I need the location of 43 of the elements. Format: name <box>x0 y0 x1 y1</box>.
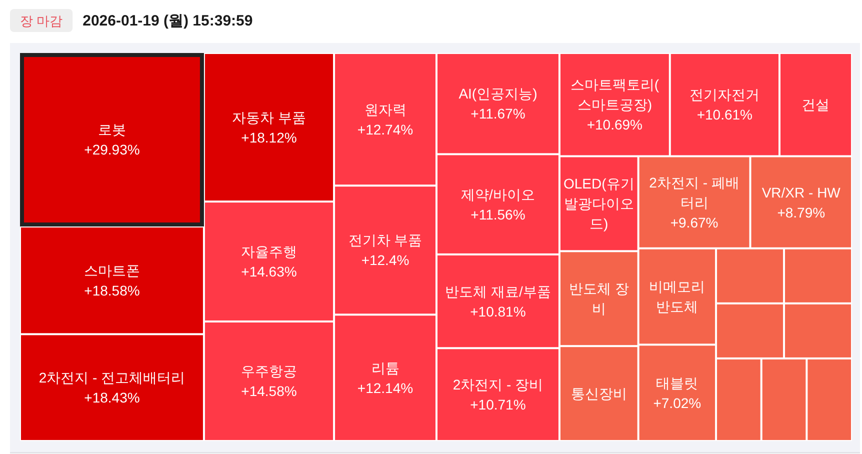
category-label: 자동차 부품 <box>232 109 306 126</box>
category-label: 전기차 부품 <box>348 232 422 248</box>
category-label: 태블릿 <box>656 374 698 391</box>
data-label: +9.67% <box>670 214 718 230</box>
category-label: 반도체 재료/부품 <box>445 283 551 300</box>
category-label: 반도체 장비 <box>568 280 629 317</box>
data-label: +18.43% <box>84 390 140 406</box>
data-label: +12.4% <box>361 252 410 268</box>
category-label: 2차전지 - 장비 <box>452 376 544 393</box>
data-label: +29.93% <box>84 142 140 158</box>
category-label: 전기자전거 <box>690 86 760 103</box>
data-label: +7.02% <box>653 394 702 411</box>
category-label: 리튬 <box>371 360 400 376</box>
data-label: +18.58% <box>84 282 140 298</box>
category-label: 통신장비 <box>570 386 627 402</box>
category-label: AI(인공지능) <box>458 86 538 102</box>
category-label: 자율주행 <box>240 244 297 260</box>
category-label: 2차전지 - 폐배터리 <box>649 174 740 210</box>
data-label: +14.63% <box>241 264 297 280</box>
category-label: 스마트폰 <box>84 262 140 278</box>
data-label: +10.61% <box>696 106 753 123</box>
category-label: 우주항공 <box>240 363 297 380</box>
data-label: +10.69% <box>586 116 643 133</box>
category-label: 비메모리 반도체 <box>649 278 706 315</box>
category-label: OLED(유기발광다이오드) <box>563 176 634 232</box>
category-label: 2차전지 - 전고체배터리 <box>38 370 186 386</box>
category-label: 원자력 <box>364 101 406 118</box>
data-label: +18.12% <box>241 129 297 146</box>
text: 장 마감 <box>20 14 63 28</box>
data-label: +10.71% <box>470 396 526 413</box>
data-label: +14.58% <box>241 383 297 400</box>
data-label: +12.74% <box>357 121 414 138</box>
data-label: +8.79% <box>777 204 826 220</box>
category-label: VR/XR - HW <box>762 184 842 200</box>
data-label: +11.67% <box>470 106 526 122</box>
category-label: 제약/바이오 <box>461 186 535 202</box>
category-label: 로봇 <box>98 122 126 138</box>
category-label: 건설 <box>802 96 830 113</box>
text: 2026-01-19 (월) 15:39:59 <box>82 12 253 30</box>
category-label: 스마트팩토리(스마트공장) <box>570 76 660 113</box>
data-label: +12.14% <box>357 380 414 396</box>
data-label: +11.56% <box>470 206 526 222</box>
data-label: +10.81% <box>470 303 526 320</box>
